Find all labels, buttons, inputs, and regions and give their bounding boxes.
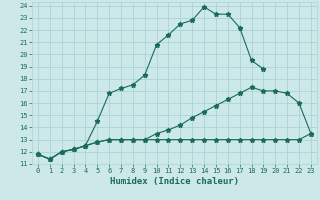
X-axis label: Humidex (Indice chaleur): Humidex (Indice chaleur) <box>110 177 239 186</box>
